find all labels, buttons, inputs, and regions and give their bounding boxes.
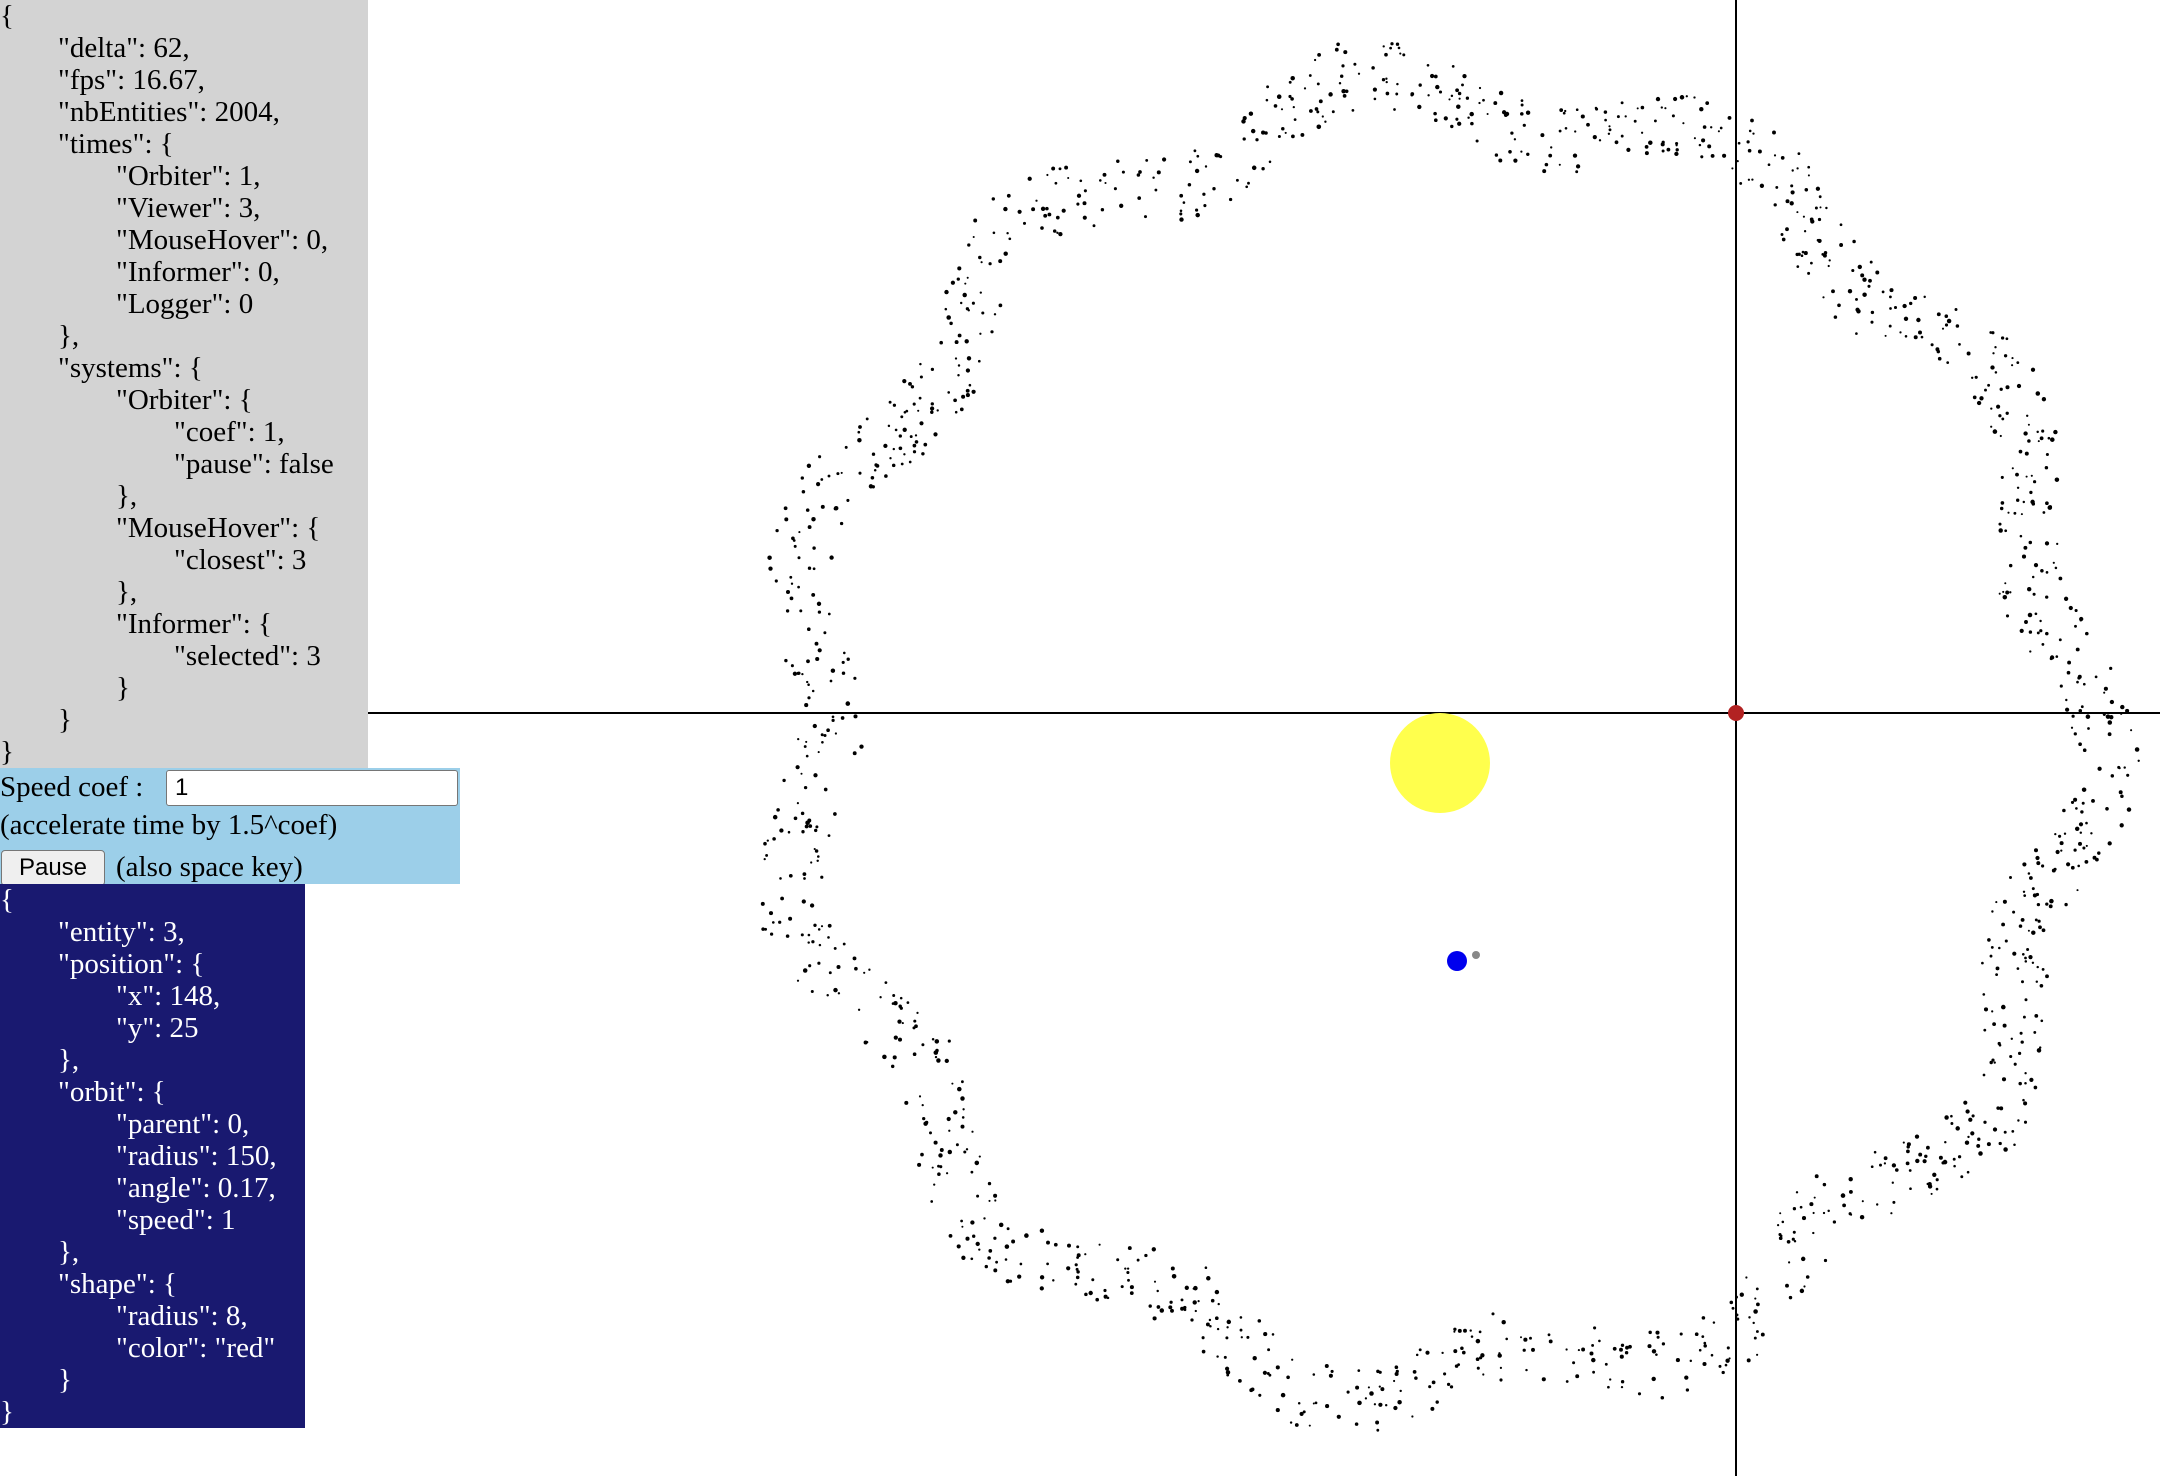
speed-coef-input[interactable] — [166, 770, 458, 806]
informer-panel: { "entity": 3, "position": { "x": 148, "… — [0, 884, 305, 1428]
accelerate-note: (accelerate time by 1.5^coef) — [0, 809, 338, 841]
asteroid-belt — [760, 42, 2140, 1432]
pause-hint: (also space key) — [116, 851, 303, 883]
speed-coef-row: Speed coef : — [0, 768, 143, 806]
speed-coef-label: Speed coef : — [0, 771, 144, 803]
planet-body[interactable] — [1447, 951, 1467, 971]
selected-entity-marker[interactable] — [1728, 705, 1744, 721]
informer-json: { "entity": 3, "position": { "x": 148, "… — [0, 884, 277, 1428]
logger-panel: { "delta": 62, "fps": 16.67, "nbEntities… — [0, 0, 368, 768]
moon-body[interactable] — [1472, 951, 1480, 959]
controls-panel: Speed coef : (accelerate time by 1.5^coe… — [0, 768, 460, 886]
logger-json: { "delta": 62, "fps": 16.67, "nbEntities… — [0, 0, 334, 768]
sun-body[interactable] — [1390, 713, 1490, 813]
pause-button[interactable]: Pause — [1, 850, 105, 886]
